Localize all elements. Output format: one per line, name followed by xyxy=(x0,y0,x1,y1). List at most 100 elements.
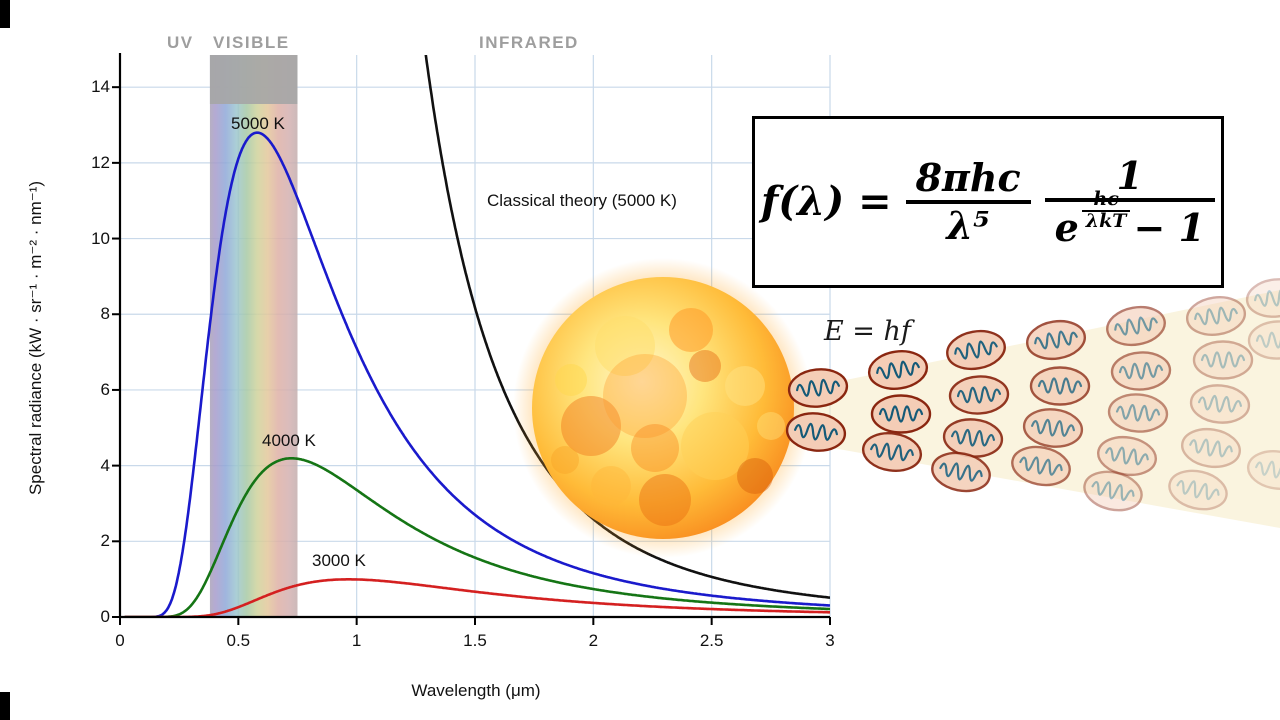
photon-ellipse xyxy=(1029,366,1091,406)
photon-wave xyxy=(796,378,840,397)
photon-packet xyxy=(946,329,1006,371)
exponent-numerator: hc xyxy=(1093,188,1119,210)
infrared-region-label: INFRARED xyxy=(479,33,579,52)
photon-wave xyxy=(950,428,996,447)
x-tick-label: 0.5 xyxy=(226,631,251,650)
sun-texture-blob xyxy=(595,316,655,376)
photon-wave xyxy=(1255,460,1280,480)
sun-texture-blob xyxy=(631,424,679,472)
photon-packet xyxy=(1026,319,1086,361)
photon-ellipse xyxy=(1189,384,1251,424)
y-tick-label: 8 xyxy=(100,304,110,324)
photon-ellipse xyxy=(1026,319,1086,361)
photon-packet xyxy=(1189,384,1251,424)
photon-packet xyxy=(948,375,1010,415)
photon-wave xyxy=(1114,316,1158,336)
photon-wave xyxy=(1197,394,1243,413)
x-tick-label: 0 xyxy=(115,631,125,650)
sun-texture-blob xyxy=(551,446,579,474)
photon-packet xyxy=(1083,470,1143,512)
planck-formula: f(λ) = 8πhc λ⁵ 1 e hc λkT − 1 xyxy=(761,154,1215,250)
sun-texture-blob xyxy=(591,466,631,506)
photon-packet xyxy=(1022,408,1084,448)
frac2-numerator: 1 xyxy=(1116,153,1143,199)
photon-energy-label: E = hf xyxy=(824,316,911,347)
minus-one: − 1 xyxy=(1133,204,1205,250)
formula-lhs: f(λ) = xyxy=(761,178,892,226)
photon-wave xyxy=(1034,330,1078,350)
photon-packet xyxy=(1011,445,1071,487)
photon-packet xyxy=(867,350,929,390)
visible-region-label: VISIBLE xyxy=(213,33,290,52)
sun-texture-blob xyxy=(681,412,749,480)
x-tick-label: 1.5 xyxy=(463,631,487,650)
photon-packet xyxy=(861,432,923,472)
uv-region-label: UV xyxy=(167,33,194,52)
y-tick-label: 12 xyxy=(91,152,110,172)
fraction-bar xyxy=(1081,209,1131,212)
photon-ellipse xyxy=(1247,320,1280,360)
x-axis-label: Wavelength (μm) xyxy=(411,681,541,700)
planck-formula-box: f(λ) = 8πhc λ⁵ 1 e hc λkT − 1 xyxy=(752,116,1224,288)
photon-ellipse xyxy=(1097,435,1157,477)
frac1-numerator: 8πhc xyxy=(915,155,1021,201)
photon-wave xyxy=(870,442,914,462)
curve-label-4000k: 4000 K xyxy=(262,431,316,450)
sun-texture-blob xyxy=(725,366,765,406)
photon-wave xyxy=(1115,403,1161,422)
x-tick-label: 2 xyxy=(588,631,599,650)
letterbox-corner-bottom xyxy=(0,692,10,720)
euler-e: e xyxy=(1054,204,1079,250)
photon-wave xyxy=(1031,418,1075,437)
photon-packet xyxy=(1168,469,1228,511)
x-tick-label: 2.5 xyxy=(699,631,724,650)
photon-packet xyxy=(1029,366,1091,406)
x-tick-label: 1 xyxy=(351,631,362,650)
curve-5000-k xyxy=(124,131,830,617)
photon-ellipse xyxy=(1022,408,1084,448)
photon-wave xyxy=(1037,377,1083,395)
photon-ellipse xyxy=(1110,351,1172,391)
photon-wave xyxy=(1105,446,1149,466)
photon-packet xyxy=(1245,278,1280,318)
curve-label-5000k: 5000 K xyxy=(231,114,285,133)
y-tick-label: 6 xyxy=(100,379,110,399)
photon-ellipse xyxy=(787,368,849,408)
y-tick-label: 14 xyxy=(91,77,110,97)
photon-packet xyxy=(1247,320,1280,360)
sun-texture-blob xyxy=(689,350,721,382)
photon-wave xyxy=(1194,306,1238,326)
photon-ellipse xyxy=(1185,296,1247,336)
photon-ellipse xyxy=(946,329,1006,371)
light-beam xyxy=(788,290,1280,528)
photon-wave xyxy=(878,405,924,423)
sun-texture-blob xyxy=(757,412,785,440)
curve-3000-k xyxy=(124,578,830,617)
photon-wave xyxy=(956,386,1002,404)
photon-ellipse xyxy=(867,350,929,390)
photon-packet xyxy=(785,412,847,452)
letterbox-corner-top xyxy=(0,0,10,28)
photon-packet xyxy=(1185,296,1247,336)
photon-ellipse xyxy=(1192,340,1254,380)
photon-wave xyxy=(1019,456,1063,476)
x-tick-label: 3 xyxy=(825,631,835,650)
photon-wave xyxy=(1176,479,1220,501)
sun-texture-blob xyxy=(639,474,691,526)
visible-spectrum-band xyxy=(209,55,298,617)
frac2-denominator: e hc λkT − 1 xyxy=(1045,189,1215,250)
photon-wave xyxy=(1189,438,1233,458)
exponent-denominator: λkT xyxy=(1085,209,1127,232)
y-axis-label: Spectral radiance (kW · sr⁻¹ · m⁻² · nm⁻… xyxy=(26,180,45,496)
photon-packet xyxy=(1097,435,1157,477)
photon-packet xyxy=(1110,351,1172,391)
photon-ellipse xyxy=(1107,393,1169,433)
photon-ellipse xyxy=(785,412,847,452)
fraction-bar xyxy=(1044,198,1215,202)
curve-label-3000k: 3000 K xyxy=(312,551,366,570)
y-tick-label: 10 xyxy=(91,228,110,248)
photon-packet xyxy=(1107,393,1169,433)
sun-texture-blob xyxy=(669,308,713,352)
photon-packet xyxy=(870,394,932,434)
